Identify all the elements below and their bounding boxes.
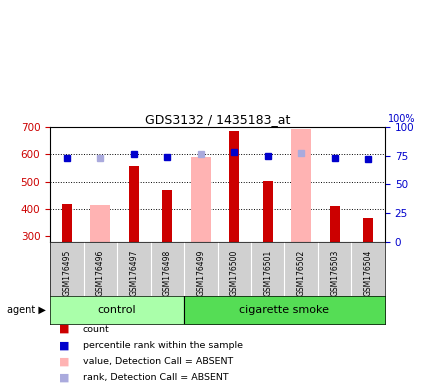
Bar	[362, 218, 372, 242]
Bar	[62, 204, 72, 242]
Text: value, Detection Call = ABSENT: value, Detection Call = ABSENT	[82, 357, 232, 366]
Text: 100%: 100%	[388, 114, 415, 124]
Bar	[128, 167, 138, 242]
Text: ■: ■	[59, 356, 69, 366]
Text: percentile rank within the sample: percentile rank within the sample	[82, 341, 242, 350]
Bar	[329, 206, 339, 242]
Text: GSM176503: GSM176503	[329, 250, 339, 296]
Text: GSM176501: GSM176501	[263, 250, 272, 296]
Text: GSM176504: GSM176504	[363, 250, 372, 296]
Bar	[229, 131, 239, 242]
Text: count: count	[82, 324, 109, 334]
Text: rank, Detection Call = ABSENT: rank, Detection Call = ABSENT	[82, 373, 228, 382]
Text: ■: ■	[59, 372, 69, 382]
Bar	[162, 190, 172, 242]
Text: control: control	[98, 305, 136, 315]
Text: GSM176496: GSM176496	[95, 250, 105, 296]
Text: GSM176498: GSM176498	[162, 250, 171, 296]
Text: GSM176497: GSM176497	[129, 250, 138, 296]
Text: ■: ■	[59, 324, 69, 334]
Bar	[190, 157, 210, 242]
Text: GSM176500: GSM176500	[229, 250, 238, 296]
Title: GDS3132 / 1435183_at: GDS3132 / 1435183_at	[145, 113, 289, 126]
Bar	[262, 181, 272, 242]
Text: GSM176502: GSM176502	[296, 250, 305, 296]
Text: ■: ■	[59, 340, 69, 350]
Text: GSM176495: GSM176495	[62, 250, 71, 296]
Bar	[90, 205, 110, 242]
Text: GSM176499: GSM176499	[196, 250, 205, 296]
Text: agent ▶: agent ▶	[7, 305, 46, 315]
Text: cigarette smoke: cigarette smoke	[239, 305, 329, 315]
Bar	[290, 129, 311, 242]
